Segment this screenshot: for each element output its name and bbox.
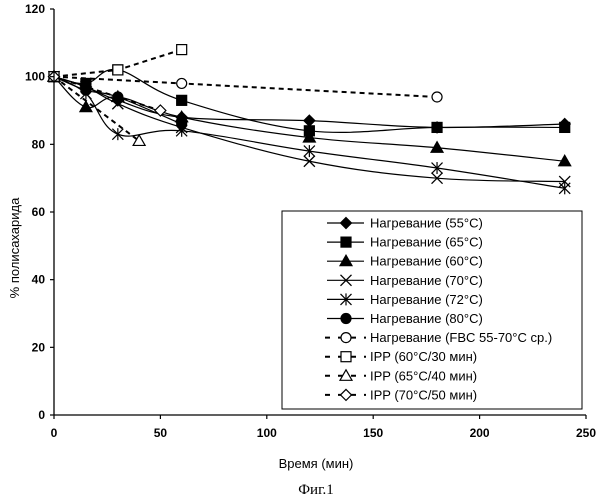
legend-label: Нагревание (80°C) bbox=[370, 311, 483, 326]
y-tick-label: 0 bbox=[38, 408, 45, 422]
legend-label: Нагревание (65°C) bbox=[370, 235, 483, 250]
legend-marker bbox=[341, 314, 351, 324]
data-point bbox=[80, 101, 92, 112]
data-point bbox=[177, 45, 187, 55]
legend-label: Нагревание (60°C) bbox=[370, 254, 483, 269]
data-point bbox=[177, 78, 187, 88]
legend: Нагревание (55°C) Нагревание (65°C) Нагрев… bbox=[282, 211, 582, 409]
data-point bbox=[559, 182, 570, 194]
y-tick-label: 80 bbox=[32, 137, 46, 151]
x-tick-label: 250 bbox=[576, 426, 596, 440]
data-point bbox=[432, 92, 442, 102]
data-point bbox=[113, 65, 123, 75]
legend-label: IPP (70°C/50 мин) bbox=[370, 387, 477, 402]
data-point bbox=[304, 156, 315, 167]
legend-item: Нагревание (65°C) bbox=[327, 235, 483, 250]
x-tick-label: 100 bbox=[257, 426, 277, 440]
data-point bbox=[432, 122, 442, 132]
y-tick-label: 20 bbox=[32, 340, 46, 354]
x-tick-label: 0 bbox=[51, 426, 58, 440]
legend-label: IPP (60°C/30 мин) bbox=[370, 349, 477, 364]
legend-marker bbox=[341, 333, 351, 343]
y-axis-title: % полисахарида bbox=[7, 197, 22, 298]
data-point bbox=[560, 122, 570, 132]
data-point bbox=[112, 128, 123, 140]
y-tick-label: 120 bbox=[25, 2, 45, 16]
x-tick-label: 150 bbox=[363, 426, 383, 440]
data-point bbox=[177, 119, 187, 129]
y-tick-label: 100 bbox=[25, 70, 45, 84]
series-line bbox=[54, 77, 437, 97]
y-tick-label: 40 bbox=[32, 273, 46, 287]
x-tick-label: 50 bbox=[154, 426, 168, 440]
legend-item: IPP (60°C/30 мин) bbox=[325, 349, 477, 364]
y-tick-label: 60 bbox=[32, 205, 46, 219]
legend-label: Нагревание (FBC 55-70°C ср.) bbox=[370, 330, 552, 345]
series-layer bbox=[48, 45, 571, 195]
series-8 bbox=[49, 45, 187, 82]
figure-caption: Фиг.1 bbox=[298, 482, 334, 498]
legend-label: Нагревание (72°C) bbox=[370, 292, 483, 307]
data-point bbox=[304, 115, 315, 126]
legend-marker bbox=[341, 352, 351, 362]
legend-marker bbox=[341, 237, 351, 247]
legend-label: Нагревание (70°C) bbox=[370, 273, 483, 288]
legend-label: IPP (65°C/40 мин) bbox=[370, 368, 477, 383]
legend-item: Нагревание (70°C) bbox=[327, 273, 483, 288]
x-axis-title: Время (мин) bbox=[279, 456, 354, 471]
data-point bbox=[177, 95, 187, 105]
x-tick-label: 200 bbox=[470, 426, 490, 440]
legend-label: Нагревание (55°C) bbox=[370, 216, 483, 231]
